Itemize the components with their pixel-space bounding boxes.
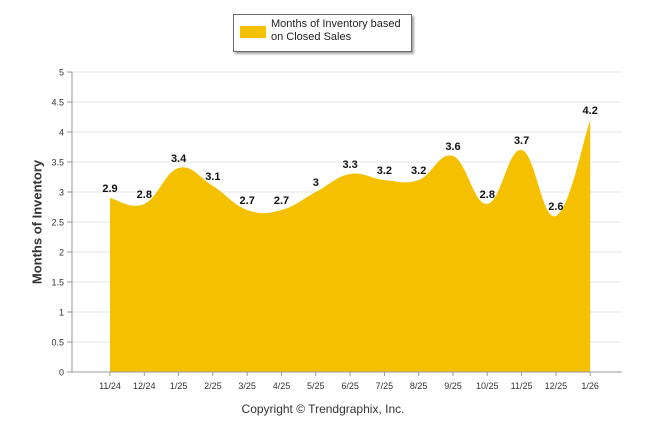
y-tick-label: 2.5 [51,218,64,228]
data-labels: 2.9 2.8 3.4 3.1 2.7 2.7 3 3.3 3.2 3.2 3.6 2.8 3.7 2.6… [102,105,597,213]
legend-label-line2: on Closed Sales [271,31,352,43]
legend-label-line1: Months of Inventory based [271,18,401,30]
x-tick-label: 3/25 [238,381,256,391]
copyright-text: Copyright © Trendgraphix, Inc. [241,402,405,416]
x-tick-label: 9/25 [444,381,462,391]
data-label: 3 [313,177,319,189]
data-label: 2.8 [137,189,152,201]
data-label: 2.7 [240,195,255,207]
legend-swatch [240,26,266,38]
y-tick-label: 4 [59,128,64,138]
data-label: 3.3 [342,159,357,171]
y-axis-title: Months of Inventory [29,159,45,285]
x-tick-label: 8/25 [410,381,428,391]
data-label: 2.8 [480,189,495,201]
y-tick-label: 1.5 [51,278,64,288]
y-tick-label: 2 [59,248,64,258]
data-label: 2.7 [274,195,289,207]
data-label: 3.7 [514,135,529,147]
x-tick-label: 10/25 [476,381,499,391]
y-tick-label: 3 [59,188,64,198]
x-tick-label: 1/25 [170,381,188,391]
data-label: 3.2 [411,165,426,177]
y-tick-label: 3.5 [51,158,64,168]
y-tick-label: 5 [59,68,64,78]
legend-label: Months of Inventory based on Closed Sale… [271,18,409,44]
legend[interactable]: Months of Inventory based on Closed Sale… [233,14,412,52]
x-tick-label: 2/25 [204,381,222,391]
y-tick-label: 4.5 [51,98,64,108]
data-label: 3.4 [171,153,187,165]
x-tick-label: 12/24 [133,381,156,391]
data-label: 3.6 [445,141,460,153]
y-tick-label: 0 [59,368,64,378]
area-fill [110,120,591,372]
x-tick-label: 5/25 [307,381,325,391]
data-label: 3.2 [377,165,392,177]
x-tick-label: 7/25 [376,381,394,391]
x-axis-ticks: 11/24 12/24 1/25 2/25 3/25 4/25 5/25 6/25 7/25 8/… [99,372,599,391]
data-label: 2.9 [102,183,117,195]
x-tick-label: 4/25 [273,381,291,391]
data-label: 4.2 [583,105,598,117]
data-label: 2.6 [548,201,563,213]
x-tick-label: 11/25 [511,381,533,391]
y-tick-label: 1 [59,308,64,318]
data-label: 3.1 [205,171,220,183]
x-tick-label: 11/24 [99,381,121,391]
y-axis-ticks: 0 0.5 1 1.5 2 2.5 3 3.5 4 4.5 5 [51,68,72,378]
x-tick-label: 6/25 [341,381,359,391]
area-series [110,120,591,372]
x-tick-label: 1/26 [581,381,599,391]
x-tick-label: 12/25 [545,381,568,391]
y-tick-label: 0.5 [51,338,64,348]
